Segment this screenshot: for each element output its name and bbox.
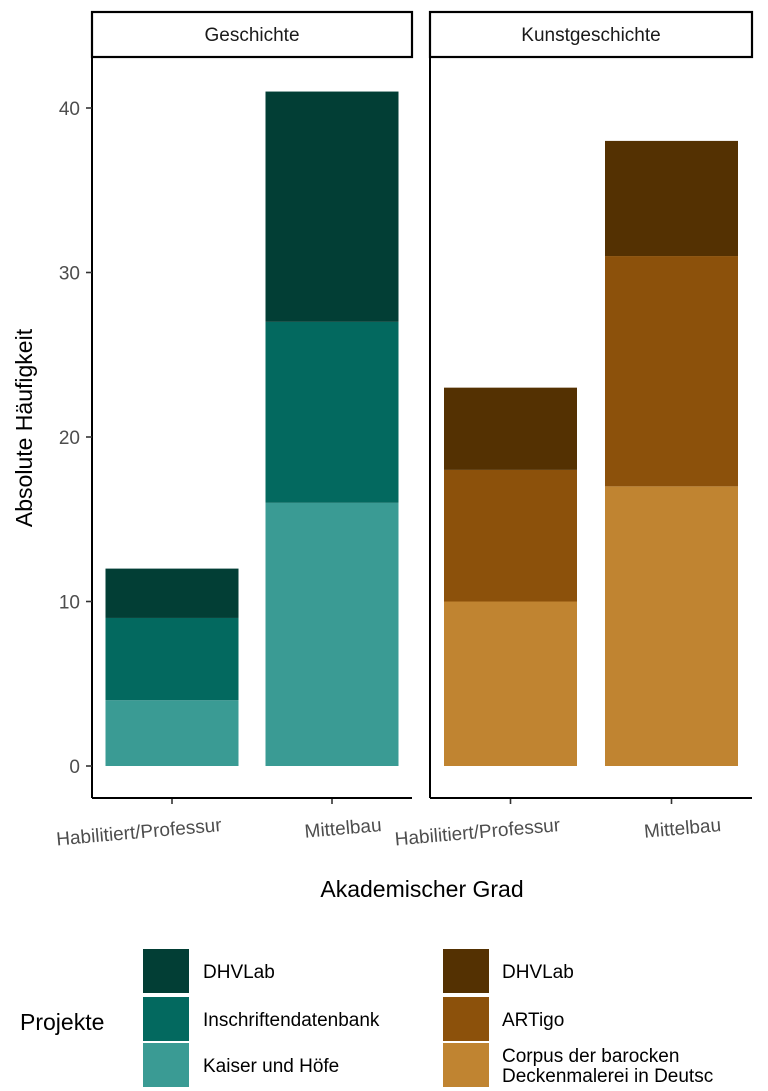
- legend-key: [443, 949, 489, 993]
- y-tick-label: 0: [69, 757, 80, 778]
- y-tick-label: 30: [59, 264, 80, 285]
- x-tick-label: Habilitiert/Professur: [394, 815, 562, 850]
- x-tick-label: Habilitiert/Professur: [55, 815, 223, 850]
- bar-segment: [105, 568, 239, 618]
- legend-label: DHVLab: [502, 962, 574, 983]
- bar-segment: [444, 601, 577, 766]
- legend-label: DHVLab: [203, 962, 275, 983]
- bar-segment: [605, 256, 738, 487]
- facet-strip: [90, 10, 414, 59]
- legend-label: Corpus der barocken Deckenmalerei in Deut…: [502, 1046, 713, 1087]
- y-axis: 0 10 20 30 40: [59, 99, 92, 778]
- legend-label: Kaiser und Höfe: [203, 1056, 339, 1077]
- bar-segment: [265, 321, 399, 503]
- legend-key: [143, 949, 189, 993]
- bar-segment: [265, 91, 399, 322]
- bar-segment: [105, 617, 239, 701]
- legend: Projekte DHVLab Inschriftendatenbank Kaiser…: [20, 949, 713, 1087]
- x-tick-label: Mittelbau: [304, 815, 383, 843]
- chart-panels: Geschichte Habilitiert/Professur Mittelbau…: [55, 10, 754, 850]
- facet-1: Kunstgeschichte Habilitiert/Professur Mitt…: [394, 10, 754, 850]
- legend-title: Projekte: [20, 1009, 104, 1035]
- y-tick-label: 40: [59, 99, 80, 120]
- facet-0: Geschichte Habilitiert/Professur Mittelbau: [55, 10, 414, 850]
- bar-segment: [105, 700, 239, 766]
- facet-strip-label: Kunstgeschichte: [521, 25, 660, 46]
- y-tick-label: 20: [59, 428, 80, 449]
- legend-label: ARTigo: [502, 1010, 564, 1031]
- bar-segment: [605, 486, 738, 766]
- bar-segment: [444, 387, 577, 470]
- legend-key: [443, 997, 489, 1041]
- facet-strip-label: Geschichte: [204, 25, 299, 46]
- x-axis-title: Akademischer Grad: [320, 876, 523, 902]
- y-tick-label: 10: [59, 593, 80, 614]
- bar-segment: [265, 502, 399, 766]
- legend-key: [143, 1043, 189, 1087]
- legend-key: [443, 1043, 489, 1087]
- bar-segment: [605, 140, 738, 257]
- y-axis-title: Absolute Häufigkeit: [11, 328, 37, 527]
- x-tick-label: Mittelbau: [643, 815, 722, 843]
- legend-key: [143, 997, 189, 1041]
- bar-segment: [444, 469, 577, 602]
- legend-label: Inschriftendatenbank: [203, 1010, 380, 1031]
- facet-strip: [428, 10, 754, 59]
